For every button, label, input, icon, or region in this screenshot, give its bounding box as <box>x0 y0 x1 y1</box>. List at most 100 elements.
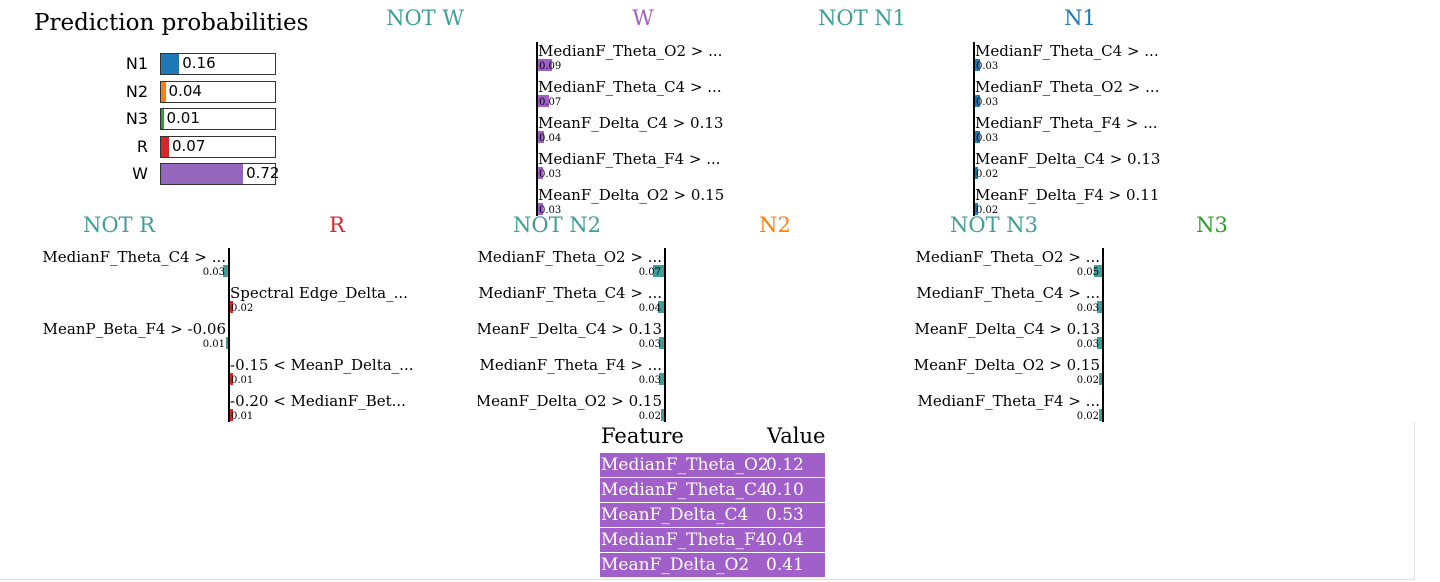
feature-bar <box>538 59 553 71</box>
feature-value: 0.04 <box>638 303 661 314</box>
feature-bar <box>1098 409 1102 421</box>
feature-label: MedianF_Theta_C4 > ... <box>916 284 1100 302</box>
table-cell-feature: MedianF_Theta_O2 <box>601 455 769 475</box>
feature-value: 0.07 <box>638 267 661 278</box>
feature-label: MedianF_Theta_F4 > ... <box>975 114 1158 132</box>
panel-r-class-label: R <box>329 213 345 237</box>
feature-value: 0.02 <box>1076 375 1099 386</box>
table-cell-value: 0.53 <box>766 505 804 525</box>
prob-label: R <box>136 136 148 156</box>
prob-bar-fill <box>161 164 244 184</box>
feature-label: MedianF_Theta_C4 > ... <box>975 42 1159 60</box>
panel-n3-class-label: N3 <box>1196 213 1228 237</box>
feature-label: MeanF_Delta_C4 > 0.13 <box>914 320 1100 338</box>
prob-bar-fill <box>161 136 169 157</box>
prob-bar-fill <box>161 81 166 102</box>
panel-n2-class-label: N2 <box>759 213 791 237</box>
feature-bar <box>660 409 664 421</box>
feature-bar <box>230 409 233 421</box>
feature-value: 0.02 <box>976 205 999 216</box>
feature-value: 0.02 <box>231 303 254 314</box>
prob-row-r: R 0.07 <box>100 135 300 158</box>
panel-w: MedianF_Theta_O2 > ... 0.09 MedianF_Theta_… <box>536 42 916 216</box>
feature-label: MeanF_Delta_O2 > 0.15 <box>538 186 725 204</box>
feature-bar <box>538 95 550 107</box>
prediction-probabilities-title: Prediction probabilities <box>34 10 309 36</box>
feature-value: 0.03 <box>638 375 661 386</box>
prob-label: N1 <box>125 54 148 73</box>
table-cell-feature: MedianF_Theta_F4 <box>601 530 767 550</box>
table-cell-value: 0.41 <box>766 555 804 575</box>
prob-bar-track <box>160 108 276 130</box>
feature-value: 0.01 <box>231 375 254 386</box>
feature-label: MedianF_Theta_C4 > ... <box>478 284 662 302</box>
prob-label: W <box>132 164 148 183</box>
feature-value: 0.03 <box>539 169 562 180</box>
panel-w-class-label: W <box>632 6 654 30</box>
feature-bar <box>538 167 543 179</box>
feature-label: MeanF_Delta_O2 > 0.15 <box>478 392 662 410</box>
feature-label: MeanF_Delta_C4 > 0.13 <box>538 114 724 132</box>
frame-divider-right <box>1414 422 1415 580</box>
panel-n1-not-label: NOT N1 <box>817 6 907 30</box>
prob-value: 0.07 <box>171 136 206 155</box>
panel-n3-not-label: NOT N3 <box>949 213 1039 237</box>
feature-label: MedianF_Theta_O2 > ... <box>478 248 662 266</box>
table-cell-value: 0.10 <box>766 480 804 500</box>
table-cell-feature: MedianF_Theta_C4 <box>601 480 768 500</box>
feature-value: 0.05 <box>1076 267 1099 278</box>
feature-label: -0.15 < MeanP_Delta_... <box>230 356 414 374</box>
feature-label: MeanF_Delta_C4 > 0.13 <box>478 320 662 338</box>
panel-r: MedianF_Theta_C4 > ... 0.03 Spectral Edge_… <box>40 248 420 422</box>
feature-bar <box>975 95 980 107</box>
feature-bar <box>975 167 979 179</box>
feature-label: MeanF_Delta_C4 > 0.13 <box>975 150 1161 168</box>
feature-label: MedianF_Theta_F4 > ... <box>479 356 662 374</box>
feature-label: MedianF_Theta_C4 > ... <box>538 78 722 96</box>
prob-row-n2: N2 0.04 <box>100 80 300 103</box>
table-cell-feature: MeanF_Delta_C4 <box>601 505 749 525</box>
feature-bar <box>652 265 664 277</box>
prob-row-n3: N3 0.01 <box>100 108 300 130</box>
panel-n1-axis <box>973 42 975 216</box>
prob-value: 0.16 <box>182 54 216 72</box>
table-row: MeanF_Delta_C4 0.53 <box>600 503 825 527</box>
panel-n1-class-label: N1 <box>1064 6 1096 30</box>
feature-bar <box>657 301 664 313</box>
feature-value: 0.03 <box>539 205 562 216</box>
panel-n1: MedianF_Theta_C4 > ... 0.03 MedianF_Theta_… <box>973 42 1353 216</box>
feature-value: 0.02 <box>976 169 999 180</box>
table-row: MedianF_Theta_O2 0.12 <box>600 453 825 477</box>
feature-value: 0.03 <box>976 61 999 72</box>
prob-bar-track <box>160 163 276 185</box>
prob-row-n1: N1 0.16 <box>100 53 300 75</box>
panel-r-axis <box>228 248 230 422</box>
feature-bar <box>1097 337 1102 349</box>
panel-w-axis <box>536 42 538 216</box>
feature-label: MeanP_Beta_F4 > -0.06 <box>42 320 226 338</box>
feature-label: MedianF_Theta_O2 > ... <box>915 248 1100 266</box>
feature-bar <box>659 373 664 385</box>
panel-n2-not-label: NOT N2 <box>512 213 602 237</box>
table-cell-value: 0.12 <box>766 455 804 475</box>
table-cell-feature: MeanF_Delta_O2 <box>601 555 750 575</box>
prob-bar-track <box>160 135 276 158</box>
panel-n3: MedianF_Theta_O2 > ... 0.05 MedianF_Theta_… <box>914 248 1294 422</box>
feature-value: 0.04 <box>539 133 562 144</box>
feature-bar <box>975 59 980 71</box>
feature-value: 0.03 <box>976 133 999 144</box>
prob-bar-track <box>160 53 276 75</box>
table-cell-value: 0.04 <box>766 530 804 550</box>
prob-bar-fill <box>161 109 164 129</box>
feature-bar <box>538 203 543 215</box>
table-row: MedianF_Theta_F4 0.04 <box>600 528 825 552</box>
feature-label: Spectral Edge_Delta_... <box>230 284 408 302</box>
panel-n2-axis <box>664 248 666 422</box>
feature-value: 0.09 <box>539 61 562 72</box>
feature-value: 0.07 <box>539 97 562 108</box>
feature-label: MeanF_Delta_O2 > 0.15 <box>914 356 1100 374</box>
feature-bar <box>223 265 228 277</box>
feature-value: 0.03 <box>638 339 661 350</box>
feature-label: MedianF_Theta_F4 > ... <box>538 150 721 168</box>
feature-label: -0.20 < MedianF_Bet... <box>230 392 406 410</box>
